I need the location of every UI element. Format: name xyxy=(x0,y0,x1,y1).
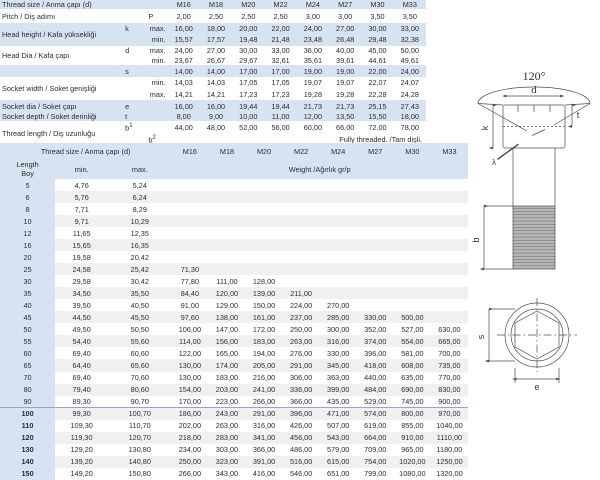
svg-text:k: k xyxy=(480,125,490,130)
svg-text:t: t xyxy=(577,110,580,120)
svg-text:b: b xyxy=(471,237,481,242)
svg-text:120°: 120° xyxy=(523,69,546,83)
svg-text:d: d xyxy=(531,84,537,96)
svg-text:s: s xyxy=(476,334,486,339)
svg-text:e: e xyxy=(534,382,539,392)
svg-text:λ: λ xyxy=(492,158,496,167)
